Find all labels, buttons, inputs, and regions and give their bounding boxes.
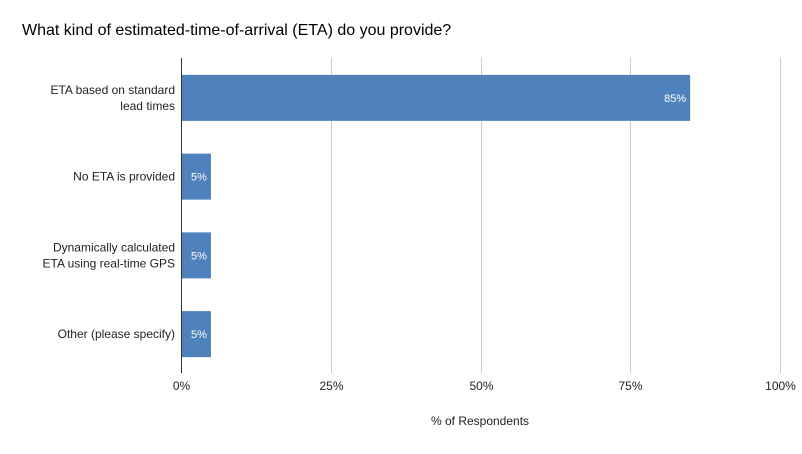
x-tick-label: 75% (618, 379, 642, 393)
y-category-label: Other (please specify) (58, 327, 175, 341)
bar (181, 74, 691, 121)
y-category-label: No ETA is provided (73, 170, 175, 184)
x-tick-label: 25% (319, 379, 343, 393)
data-label: 5% (191, 329, 207, 341)
y-category-label: ETA based on standard lead times (50, 83, 175, 113)
x-tick-label: 50% (469, 379, 493, 393)
y-category-label: Dynamically calculated ETA using real-tim… (43, 240, 176, 270)
bar (181, 232, 211, 279)
chart-title: What kind of estimated-time-of-arrival (… (22, 22, 452, 39)
category-label-line: Dynamically calculated (53, 240, 175, 254)
data-label: 5% (191, 250, 207, 262)
x-axis-label: % of Respondents (430, 414, 530, 428)
x-tick-label: 0% (173, 379, 191, 393)
bar (181, 153, 211, 200)
category-label-line: Other (please specify) (58, 327, 175, 341)
bar (181, 311, 211, 358)
category-label-line: ETA based on standard (50, 83, 175, 97)
data-label: 5% (191, 172, 207, 184)
category-label-line: ETA using real-time GPS (43, 256, 176, 270)
data-label: 85% (664, 93, 686, 105)
x-tick-label: 100% (765, 379, 796, 393)
category-label-line: No ETA is provided (73, 170, 175, 184)
category-label-line: lead times (120, 99, 175, 113)
